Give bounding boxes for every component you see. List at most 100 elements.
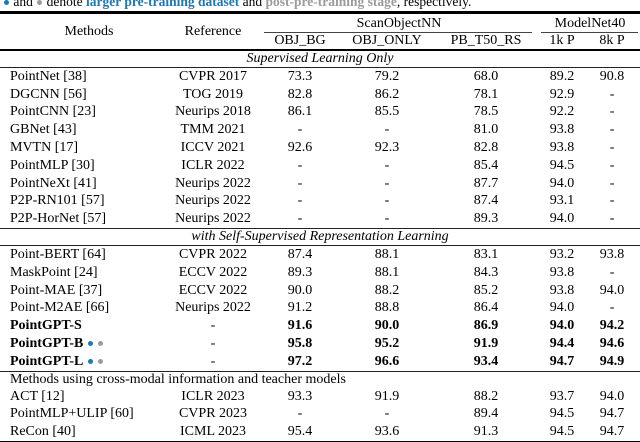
value-cell: 85.4 [473, 157, 499, 173]
value-cell: - [297, 406, 303, 422]
value-cell: 95.4 [287, 424, 313, 440]
table-row: ACT [12] ICLR 2023 93.3 91.9 88.2 93.7 94.0 [0, 388, 640, 406]
value-cell: 94.0 [599, 282, 625, 298]
reference-cell: Neurips 2022 [175, 193, 251, 209]
value-cell: 93.4 [473, 353, 499, 369]
value-cell: - [609, 264, 615, 280]
value-cell: 89.4 [473, 406, 499, 422]
header-1k-p: 1k P [549, 33, 575, 48]
value-cell: 93.7 [549, 388, 575, 404]
method-cell: PointMLP+ULIP [60] [0, 406, 168, 424]
value-cell: 93.8 [549, 282, 575, 298]
method-cell: MaskPoint [24] [0, 264, 168, 282]
table-row: PointNet [38] CVPR 2017 73.3 79.2 68.0 89.2 90… [0, 68, 640, 86]
reference-cell: ECCV 2022 [178, 264, 248, 280]
value-cell: - [609, 140, 615, 156]
value-cell: 85.2 [473, 282, 499, 298]
value-cell: 96.6 [374, 353, 400, 369]
caption-text: , respectively. [396, 0, 472, 9]
method-name: PointNet [38] [10, 68, 87, 84]
method-name: PointCNN [23] [10, 104, 96, 120]
method-cell: P2P-RN101 [57] [0, 193, 168, 211]
table-row: PointGPT-S - 91.6 90.0 86.9 94.0 94.2 [0, 317, 640, 335]
header-obj-only: OBJ_ONLY [352, 33, 422, 48]
value-cell: - [384, 175, 390, 191]
larger-dataset-dot [4, 0, 9, 5]
value-cell: 94.0 [549, 318, 575, 334]
reference-cell: Neurips 2022 [175, 300, 251, 316]
header-obj-bg: OBJ_BG [274, 33, 326, 48]
value-cell: 87.4 [287, 247, 313, 263]
value-cell: - [609, 300, 615, 316]
value-cell: - [609, 157, 615, 173]
larger-dataset-dot [88, 341, 94, 347]
table-row: PointCNN [23] Neurips 2018 86.1 85.5 78.5 92.… [0, 104, 640, 122]
value-cell: 92.6 [287, 140, 313, 156]
table-row: P2P-RN101 [57] Neurips 2022 - - 87.4 93.1 - [0, 193, 640, 211]
value-cell: - [297, 122, 303, 138]
value-cell: 94.0 [599, 388, 625, 404]
section-title-row: Supervised Learning Only [0, 49, 640, 68]
method-cell: Point-MAE [37] [0, 282, 168, 300]
value-cell: 81.0 [473, 122, 499, 138]
method-name: Point-M2AE [66] [10, 300, 110, 316]
value-cell: 87.4 [473, 193, 499, 209]
method-cell: PointNet [38] [0, 68, 168, 86]
value-cell: 89.3 [287, 264, 313, 280]
value-cell: - [384, 193, 390, 209]
value-cell: 94.6 [599, 336, 625, 352]
value-cell: 94.4 [549, 336, 575, 352]
value-cell: - [297, 211, 303, 227]
value-cell: 84.3 [473, 264, 499, 280]
value-cell: 88.1 [374, 247, 400, 263]
reference-cell: Neurips 2018 [175, 104, 251, 120]
value-cell: 89.2 [549, 68, 575, 84]
value-cell: - [297, 157, 303, 173]
results-table-wrapper: Methods Reference ScanObjectNN ModelNet4… [0, 11, 640, 442]
caption-highlight-post-pretraining: post-pre-training stage [265, 0, 397, 9]
method-name: ReCon [40] [10, 424, 76, 440]
larger-dataset-dot [88, 358, 94, 364]
value-cell: 86.1 [287, 104, 313, 120]
caption-text: denote [43, 0, 86, 9]
reference-cell: Neurips 2022 [175, 175, 251, 191]
value-cell: 88.2 [473, 388, 499, 404]
post-pretraining-dot [37, 0, 43, 5]
method-cell: GBNet [43] [0, 121, 168, 139]
value-cell: 91.6 [287, 318, 313, 334]
method-name: ACT [12] [10, 388, 65, 404]
method-name: Point-MAE [37] [10, 282, 103, 298]
table-row: P2P-HorNet [57] Neurips 2022 - - 89.3 94.0 - [0, 210, 640, 228]
header-group-modelnet40: ModelNet40 [540, 14, 640, 33]
value-cell: 94.7 [549, 353, 575, 369]
value-cell: 88.1 [374, 264, 400, 280]
method-name: PointNeXt [41] [10, 175, 97, 191]
table-caption: and denote larger pre-training dataset a… [0, 0, 640, 11]
value-cell: - [384, 211, 390, 227]
reference-cell: - [210, 336, 216, 352]
table-row: PointNeXt [41] Neurips 2022 - - 87.7 94.0 - [0, 175, 640, 193]
value-cell: 94.0 [549, 300, 575, 316]
reference-cell: - [210, 318, 216, 334]
method-cell: ReCon [40] [0, 423, 168, 441]
value-cell: - [384, 157, 390, 173]
value-cell: - [384, 122, 390, 138]
caption-text: and [10, 0, 37, 9]
reference-cell: - [210, 353, 216, 369]
method-cell: PointMLP [30] [0, 157, 168, 175]
value-cell: 82.8 [287, 86, 313, 102]
method-cell: PointGPT-L [0, 353, 168, 371]
section-title: with Self-Supervised Representation Lear… [0, 228, 640, 247]
reference-cell: Neurips 2022 [175, 211, 251, 227]
header-reference: Reference [184, 23, 242, 39]
header-pb-t50-rs: PB_T50_RS [450, 33, 522, 48]
method-name: PointGPT-S [10, 318, 82, 334]
method-cell: Point-BERT [64] [0, 246, 168, 264]
method-cell: P2P-HorNet [57] [0, 210, 168, 228]
value-cell: 79.2 [374, 68, 400, 84]
value-cell: 93.1 [549, 193, 575, 209]
value-cell: 78.5 [473, 104, 499, 120]
reference-cell: TOG 2019 [182, 86, 244, 102]
value-cell: 86.2 [374, 86, 400, 102]
